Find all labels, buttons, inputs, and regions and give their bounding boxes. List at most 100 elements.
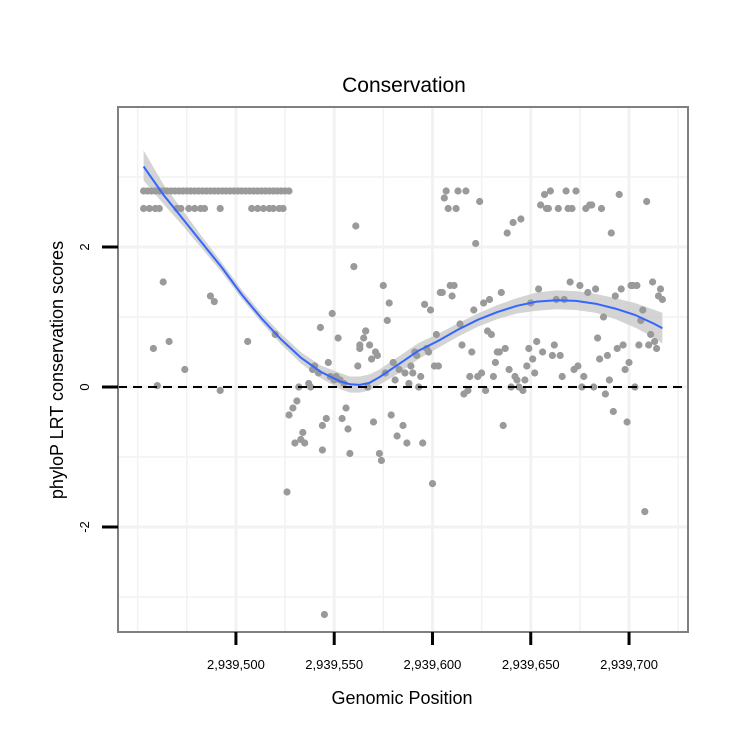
data-point [489, 372, 497, 381]
data-point [269, 204, 277, 213]
data-point [191, 204, 199, 213]
data-point [210, 298, 218, 306]
data-point [613, 344, 621, 353]
data-point [352, 222, 360, 230]
data-point [635, 341, 643, 349]
data-point [603, 351, 612, 360]
data-point [533, 337, 541, 346]
data-point [470, 306, 478, 314]
data-point [344, 425, 352, 433]
data-point [584, 288, 592, 297]
data-point [495, 348, 503, 356]
data-point [594, 334, 602, 342]
data-point [574, 362, 582, 370]
data-point [438, 288, 446, 297]
data-point [525, 344, 533, 353]
data-point [558, 372, 566, 381]
data-point [578, 383, 586, 391]
data-point [576, 281, 584, 290]
data-point [338, 414, 346, 423]
data-point [254, 204, 262, 213]
data-point [523, 362, 531, 370]
data-point [609, 407, 617, 416]
data-point [373, 351, 381, 360]
data-point [617, 285, 625, 293]
data-point [517, 215, 525, 223]
data-point [605, 376, 614, 384]
data-point [505, 365, 513, 374]
data-point [350, 263, 358, 271]
data-point [165, 337, 173, 346]
data-point [279, 204, 287, 213]
data-point [316, 323, 324, 332]
data-point [356, 341, 364, 349]
data-point [499, 421, 507, 430]
data-point [375, 449, 383, 458]
data-point [641, 508, 649, 516]
data-point [611, 292, 619, 300]
data-point [645, 341, 653, 349]
data-point [428, 480, 437, 488]
data-point [291, 439, 299, 447]
data-point [539, 348, 547, 356]
data-point [651, 337, 659, 346]
data-point [472, 239, 480, 248]
data-point [362, 327, 370, 335]
data-point [283, 488, 291, 496]
data-point [513, 376, 521, 384]
data-point [452, 204, 460, 213]
data-point [482, 386, 490, 395]
x-tick-label: 2,939,700 [600, 657, 658, 672]
data-point [419, 439, 427, 447]
data-point [399, 421, 407, 430]
data-point [354, 362, 362, 370]
data-point [432, 330, 440, 339]
data-point [200, 204, 209, 213]
data-point [639, 306, 647, 314]
axes: 2,939,500 2,939,550 2,939,600 2,939,650 2,93… [77, 243, 658, 672]
data-point [307, 383, 315, 391]
data-point [360, 334, 368, 342]
data-point [293, 397, 301, 405]
data-point [623, 418, 631, 426]
data-point [342, 404, 350, 412]
data-point [468, 348, 476, 356]
data-point [476, 197, 484, 206]
data-point [464, 386, 472, 395]
y-axis-label: phyloP LRT conservation scores [47, 241, 67, 499]
data-point [601, 390, 610, 398]
data-point [383, 316, 391, 325]
data-point [379, 281, 387, 290]
x-tick-label: 2,939,600 [404, 657, 462, 672]
data-point [572, 187, 580, 195]
y-tick-label: 2 [77, 243, 92, 250]
data-point [621, 365, 629, 374]
data-point [580, 372, 588, 381]
data-point [206, 292, 214, 300]
data-point [599, 313, 608, 321]
data-point [322, 414, 330, 423]
data-point [401, 369, 409, 377]
data-point [562, 187, 570, 195]
data-point [509, 218, 517, 227]
data-point [387, 411, 395, 419]
data-point [501, 344, 509, 353]
data-point [658, 295, 667, 304]
data-point [391, 376, 399, 384]
data-point [625, 358, 633, 367]
data-point [185, 204, 193, 213]
data-point [426, 306, 435, 314]
data-point [369, 418, 378, 426]
data-point [456, 320, 464, 328]
data-point [289, 404, 297, 412]
data-point [434, 362, 442, 370]
data-point [448, 292, 456, 300]
data-point [421, 300, 429, 308]
y-tick-label: -2 [77, 521, 92, 533]
data-point [554, 204, 562, 213]
data-point [487, 330, 495, 339]
confidence-ribbon [143, 150, 663, 393]
data-point [377, 456, 385, 465]
